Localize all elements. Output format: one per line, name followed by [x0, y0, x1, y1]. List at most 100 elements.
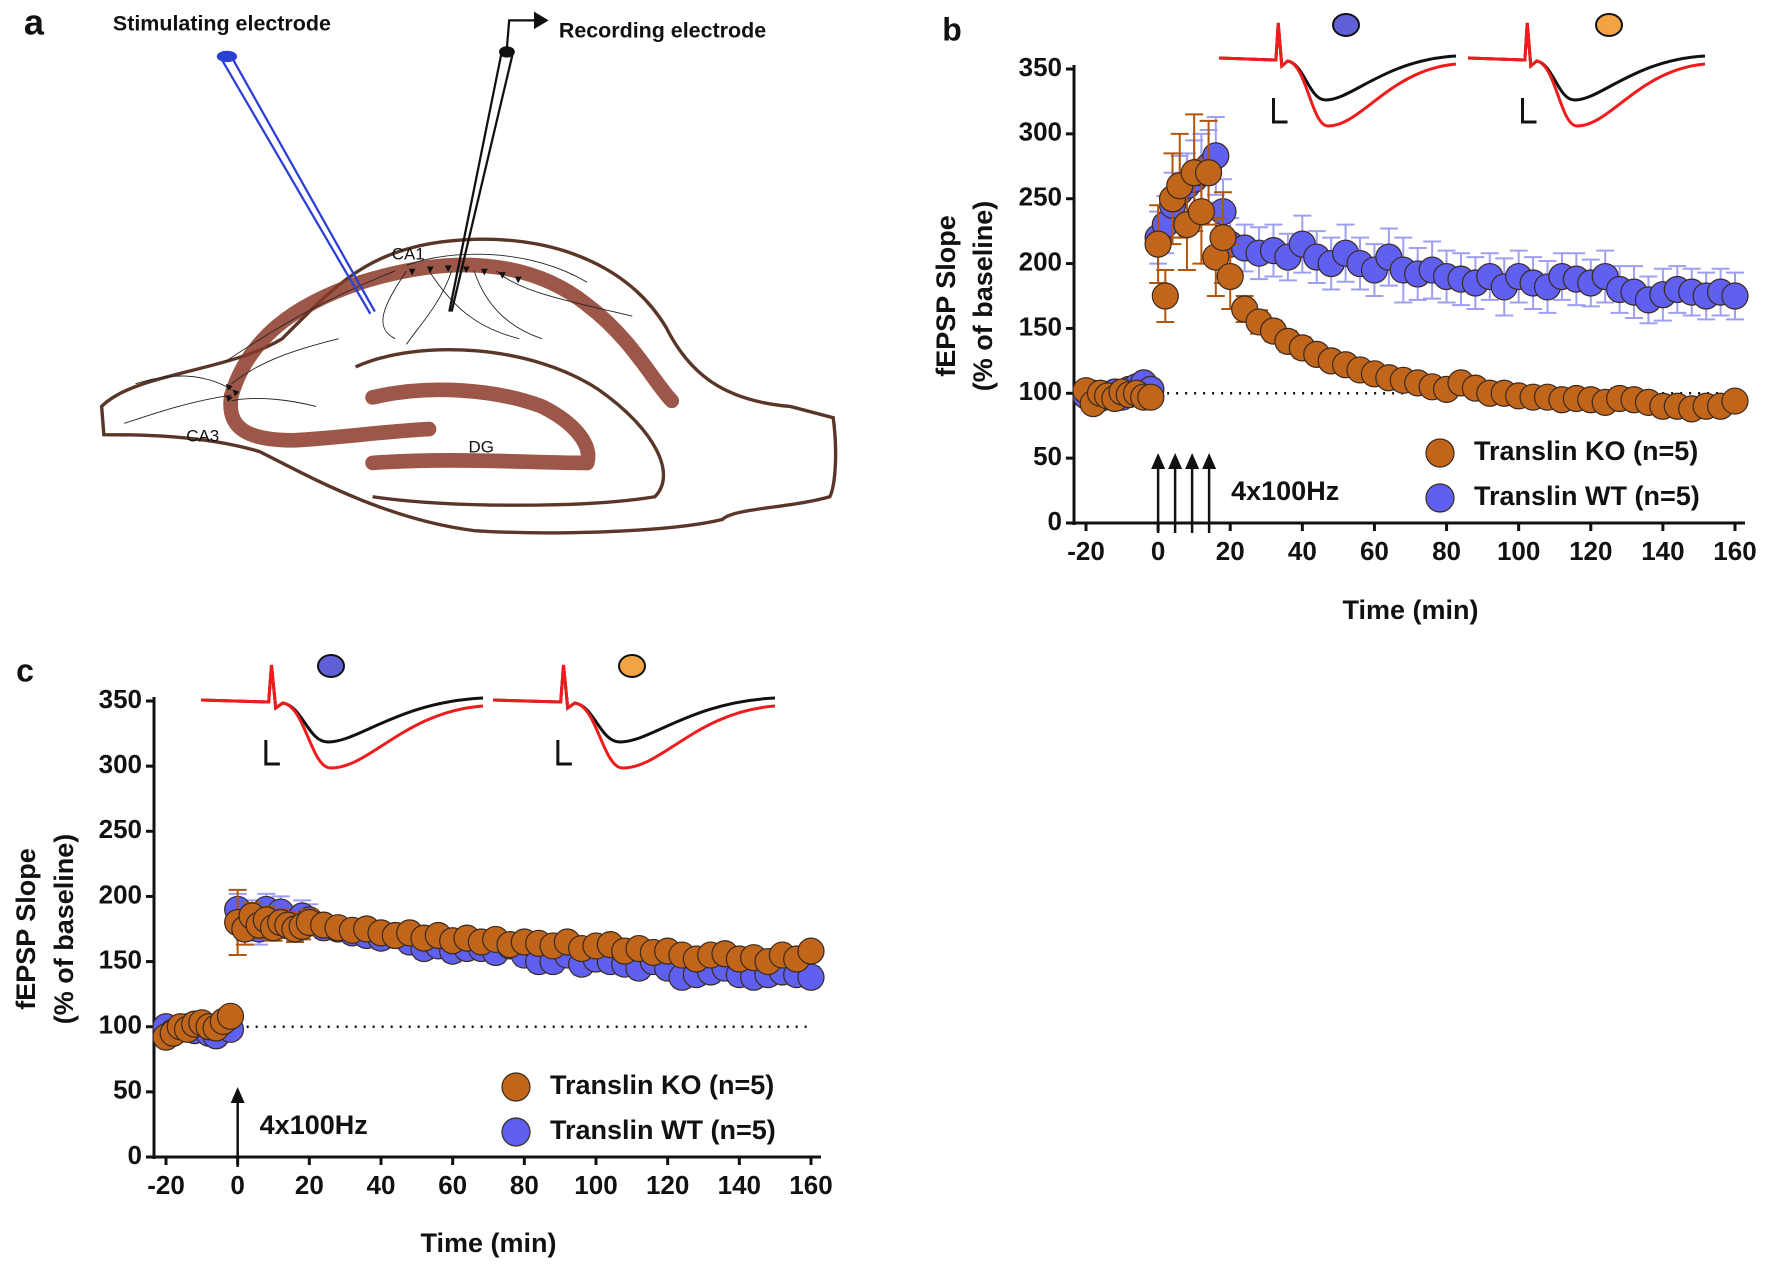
y-tick-label: 0 [128, 1140, 142, 1170]
trace-break [1707, 48, 1715, 78]
y-tick-label: 300 [1019, 117, 1062, 147]
legend-marker [1425, 483, 1455, 513]
electrode-line [448, 53, 503, 312]
label: CA1 [392, 245, 425, 264]
x-tick-label: 60 [1360, 536, 1389, 566]
data-point [1216, 262, 1244, 291]
electrode-line [220, 58, 372, 315]
x-tick-label: -20 [147, 1170, 185, 1200]
data-point [216, 1002, 245, 1030]
ca-band [224, 257, 680, 409]
x-tick-label: 140 [1641, 536, 1684, 566]
data-point [1721, 387, 1749, 415]
stim-arrow-head [1168, 453, 1183, 469]
panel-letter: b [942, 11, 962, 47]
trace-break [1458, 48, 1466, 78]
legend-marker [1425, 438, 1455, 468]
y-axis-label: fEPSP Slope [11, 848, 41, 1010]
x-tick-label: 20 [1216, 536, 1245, 566]
trace-red [200, 664, 484, 770]
electrode-line [231, 58, 376, 313]
x-tick-label: 120 [1569, 536, 1612, 566]
dg-band [365, 382, 596, 471]
ca1-cells [408, 265, 522, 284]
x-tick-label: 0 [1151, 536, 1165, 566]
y-tick-label: 0 [1048, 506, 1062, 536]
hippocampus-diagram: a Stimulating electrode [24, 1, 838, 535]
x-axis-label: Time (min) [420, 1228, 556, 1258]
x-tick-label: 40 [367, 1170, 396, 1200]
y-tick-label: 100 [99, 1010, 142, 1040]
label: Recording electrode [559, 18, 766, 42]
y-axis-label: (% of baseline) [968, 201, 998, 392]
x-tick-label: 100 [1497, 536, 1540, 566]
annotation: 4x100Hz [1231, 476, 1339, 506]
ca3-cells [225, 383, 240, 402]
x-axis-label: Time (min) [1342, 595, 1478, 625]
x-tick-label: 160 [789, 1170, 832, 1200]
output-arrow [505, 19, 538, 48]
data-point [1209, 224, 1237, 252]
scale-bar [556, 740, 572, 766]
ca1-neurons [225, 253, 633, 362]
x-tick-label: 160 [1713, 536, 1756, 566]
trace-black [200, 664, 484, 744]
label: DG [469, 438, 494, 457]
label: Stimulating electrode [113, 12, 331, 36]
scale-bar [1272, 98, 1288, 124]
recording-electrode [448, 11, 549, 312]
wt-marker-dot [317, 654, 345, 678]
panel-letter: a [24, 1, 45, 42]
trace-red [1467, 22, 1706, 128]
panel-letter: c [16, 652, 34, 688]
y-tick-label: 350 [99, 684, 142, 714]
y-tick-label: 150 [1019, 311, 1062, 341]
trace-black [1467, 22, 1706, 102]
y-tick-label: 50 [1033, 441, 1062, 471]
arrow-head [534, 11, 549, 30]
data-point [1151, 282, 1179, 310]
y-tick-label: 250 [99, 814, 142, 844]
trace-inset [200, 664, 493, 770]
trace-inset [492, 664, 785, 770]
trace-break [777, 690, 785, 720]
trace-red [1218, 22, 1457, 128]
neurons [124, 253, 633, 424]
y-tick-label: 150 [99, 944, 142, 974]
legend-label: Translin WT (n=5) [550, 1115, 776, 1145]
x-tick-label: 40 [1288, 536, 1317, 566]
trace-inset [1218, 22, 1466, 128]
pyramidal-cells [225, 265, 522, 402]
data-point [1721, 282, 1749, 310]
legend-marker [501, 1117, 531, 1147]
x-tick-label: 60 [438, 1170, 467, 1200]
y-tick-label: 250 [1019, 182, 1062, 212]
x-tick-label: -20 [1067, 536, 1105, 566]
x-tick-label: 0 [230, 1170, 244, 1200]
stim-arrow-head [230, 1087, 245, 1103]
x-tick-label: 120 [646, 1170, 689, 1200]
label: CA3 [186, 426, 219, 445]
data-point [1187, 198, 1215, 226]
data-point [1137, 383, 1165, 411]
x-tick-label: 80 [1432, 536, 1461, 566]
x-tick-label: 140 [718, 1170, 761, 1200]
ca3-band [223, 387, 437, 448]
stim-arrow-head [1202, 453, 1217, 469]
legend-marker [501, 1072, 531, 1102]
y-tick-label: 200 [1019, 246, 1062, 276]
y-tick-label: 200 [99, 879, 142, 909]
electrode-tip [216, 50, 238, 63]
stim-arrow-head [1185, 453, 1200, 469]
y-tick-label: 300 [99, 749, 142, 779]
y-tick-label: 100 [1019, 376, 1062, 406]
electrode-line [450, 53, 514, 312]
ko-marker-dot [1595, 13, 1623, 37]
annotation: 4x100Hz [260, 1110, 368, 1140]
ca3-neurons [124, 338, 339, 424]
x-tick-label: 80 [510, 1170, 539, 1200]
stimulating-electrode [216, 50, 376, 315]
legend-label: Translin WT (n=5) [1474, 481, 1700, 511]
electrode-tip [499, 46, 515, 58]
